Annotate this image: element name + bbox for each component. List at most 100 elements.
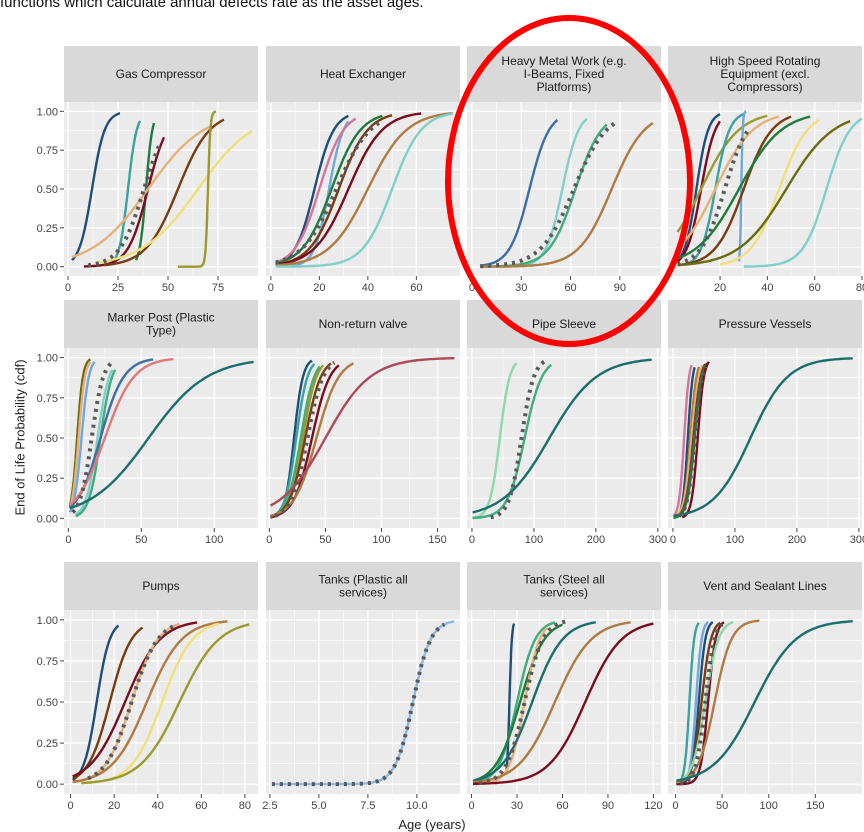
x-tick-label: 150 [806, 800, 824, 812]
x-tick-label: 100 [525, 534, 543, 546]
x-tick-label: 20 [108, 800, 120, 812]
x-tick-label: 90 [602, 800, 614, 812]
facet-strip [64, 46, 258, 102]
x-axis-label: Age (years) [398, 817, 466, 832]
y-tick-label: 0.50 [37, 184, 58, 196]
cdf-curve [472, 621, 556, 784]
cdf-curve [71, 124, 213, 259]
fitted-curve [271, 622, 446, 787]
x-tick-label: 0 [65, 282, 71, 294]
cdf-curve [275, 112, 422, 266]
cdf-curve [472, 363, 553, 520]
fitted-curve [87, 623, 177, 781]
cdf-curve [103, 118, 225, 267]
y-tick-label: 0.75 [37, 393, 58, 405]
x-tick-label: 60 [410, 282, 422, 294]
cdf-curve [68, 360, 92, 509]
cdf-curve [472, 362, 518, 519]
x-tick-label: 80 [856, 282, 864, 294]
x-tick-label: 40 [362, 282, 374, 294]
cdf-curve [677, 115, 811, 260]
x-tick-label: 0 [670, 534, 676, 546]
cdf-curve [275, 117, 357, 264]
cdf-curve [676, 620, 734, 784]
fitted-curve [275, 120, 381, 265]
x-tick-label: 90 [614, 282, 626, 294]
cdf-curve [178, 110, 217, 268]
x-tick-label: 0 [67, 800, 73, 812]
x-tick-label: 150 [428, 534, 446, 546]
x-tick-label: 0 [469, 282, 475, 294]
facet-strip [266, 46, 460, 102]
x-tick-label: 25 [112, 282, 124, 294]
y-tick-label: 0.75 [37, 145, 58, 157]
x-tick-label: 100 [372, 534, 390, 546]
facet-strip [668, 46, 862, 102]
caption-fragment: functions which calculate annual defects… [0, 0, 424, 11]
highlight-circle [445, 15, 693, 347]
cdf-curve [81, 623, 250, 785]
cdf-curve [84, 136, 166, 268]
x-tick-label: 60 [564, 282, 576, 294]
cdf-curve [71, 112, 121, 261]
facet-title: Heavy Metal Work (e.g. [501, 54, 626, 68]
fitted-curve [71, 360, 114, 514]
x-tick-label: 5.0 [311, 800, 326, 812]
facet-title: Type) [146, 324, 176, 338]
cdf-curve [676, 620, 853, 782]
cdf-curve [505, 623, 516, 772]
x-tick-label: 2.5 [262, 800, 277, 812]
y-tick-label: 0.25 [37, 223, 58, 235]
x-tick-label: 120 [644, 800, 662, 812]
facet-title: Vent and Sealant Lines [703, 579, 826, 593]
facet-strip [266, 562, 460, 610]
x-tick-label: 30 [515, 282, 527, 294]
y-tick-label: 0.50 [37, 697, 58, 709]
facet-title: High Speed Rotating [710, 54, 821, 68]
facet-title: Compressors) [727, 80, 802, 94]
facet-strip [467, 46, 661, 102]
cdf-curve [677, 119, 851, 267]
x-tick-label: 300 [649, 534, 667, 546]
y-tick-label: 0.00 [37, 513, 58, 525]
fitted-curve [478, 619, 566, 785]
y-tick-label: 1.00 [37, 106, 58, 118]
cdf-curve [269, 357, 455, 507]
y-tick-label: 0.25 [37, 738, 58, 750]
x-tick-label: 300 [850, 534, 864, 546]
cdf-curve [97, 130, 253, 264]
cdf-curve [472, 621, 596, 783]
x-tick-label: 20 [714, 282, 726, 294]
x-tick-label: 60 [809, 282, 821, 294]
facet-title: Equipment (excl. [720, 67, 809, 81]
y-tick-label: 0.50 [37, 433, 58, 445]
x-tick-label: 0 [65, 534, 71, 546]
x-tick-label: 0 [268, 282, 274, 294]
x-tick-label: 200 [788, 534, 806, 546]
cdf-curve [672, 364, 693, 517]
cdf-curve [676, 619, 760, 784]
x-tick-label: 80 [239, 800, 251, 812]
facet-title: Marker Post (Plastic [107, 311, 214, 325]
cdf-curve [480, 119, 559, 267]
cdf-curve [275, 112, 453, 267]
cdf-curve [743, 117, 863, 268]
cdf-curve [473, 622, 654, 785]
x-tick-label: 100 [205, 534, 223, 546]
x-tick-label: 0 [468, 800, 474, 812]
facet-strip [467, 562, 661, 610]
cdf-curve [472, 358, 652, 514]
cdf-curve [676, 115, 780, 250]
cdf-curve [737, 110, 747, 262]
fitted-curve [274, 360, 336, 518]
cdf-curve [75, 369, 117, 518]
fitted-curve [490, 358, 548, 520]
facet-title: Non-return valve [319, 317, 408, 331]
y-tick-label: 0.25 [37, 473, 58, 485]
x-tick-label: 20 [313, 282, 325, 294]
facet-strip [64, 300, 258, 348]
facet-strip [64, 562, 258, 610]
x-tick-label: 10.0 [406, 800, 427, 812]
y-tick-label: 0.00 [37, 779, 58, 791]
